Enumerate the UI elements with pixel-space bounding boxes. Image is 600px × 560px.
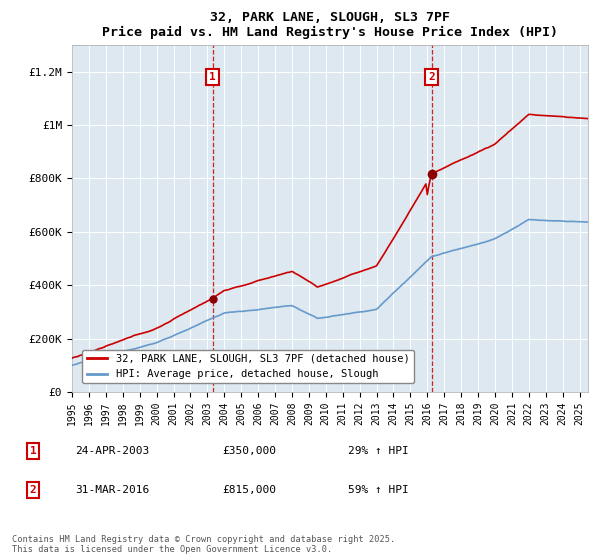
Text: 1: 1 <box>209 72 216 82</box>
Text: 29% ↑ HPI: 29% ↑ HPI <box>348 446 409 456</box>
Title: 32, PARK LANE, SLOUGH, SL3 7PF
Price paid vs. HM Land Registry's House Price Ind: 32, PARK LANE, SLOUGH, SL3 7PF Price pai… <box>102 11 558 39</box>
Text: 24-APR-2003: 24-APR-2003 <box>75 446 149 456</box>
Text: 2: 2 <box>428 72 435 82</box>
Legend: 32, PARK LANE, SLOUGH, SL3 7PF (detached house), HPI: Average price, detached ho: 32, PARK LANE, SLOUGH, SL3 7PF (detached… <box>82 350 413 383</box>
Text: £350,000: £350,000 <box>222 446 276 456</box>
Text: Contains HM Land Registry data © Crown copyright and database right 2025.
This d: Contains HM Land Registry data © Crown c… <box>12 535 395 554</box>
Text: 59% ↑ HPI: 59% ↑ HPI <box>348 485 409 495</box>
Text: 2: 2 <box>29 485 37 495</box>
Text: 1: 1 <box>29 446 37 456</box>
Text: 31-MAR-2016: 31-MAR-2016 <box>75 485 149 495</box>
Text: £815,000: £815,000 <box>222 485 276 495</box>
